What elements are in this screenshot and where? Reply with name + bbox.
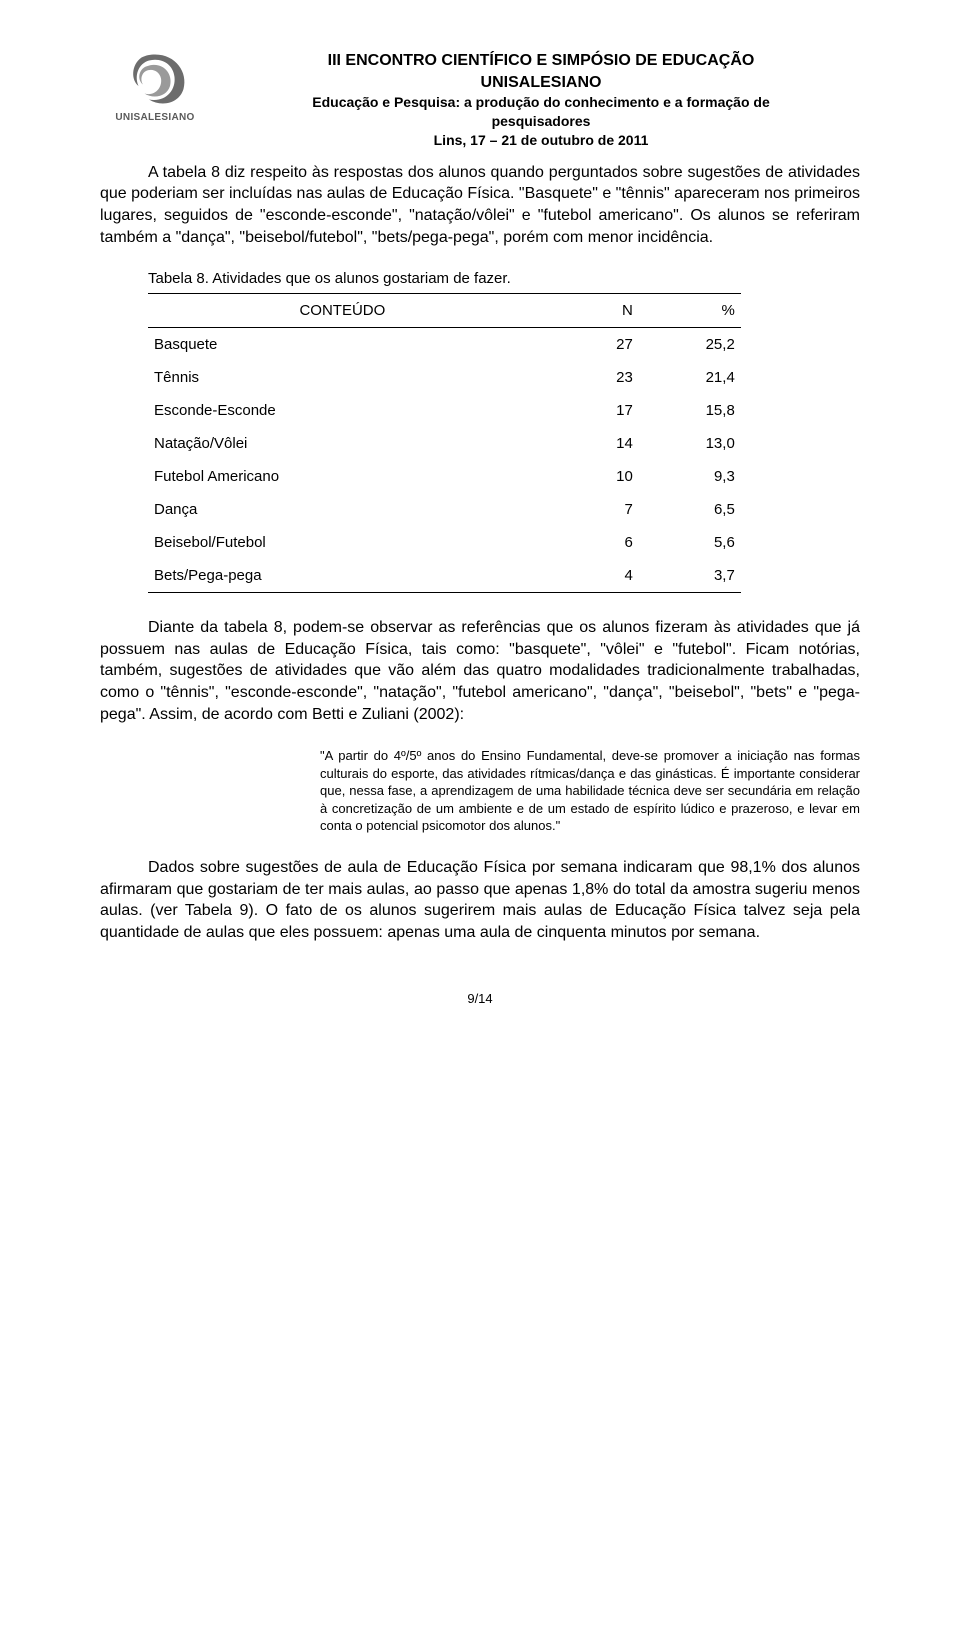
cell-pct: 5,6 (639, 526, 741, 559)
cell-n: 10 (537, 460, 639, 493)
cell-label: Tênnis (148, 361, 537, 394)
header-sub-line3: Lins, 17 – 21 de outubro de 2011 (222, 131, 860, 150)
cell-label: Beisebol/Futebol (148, 526, 537, 559)
cell-n: 4 (537, 559, 639, 593)
table-row: Tênnis 23 21,4 (148, 361, 741, 394)
cell-n: 7 (537, 493, 639, 526)
cell-pct: 3,7 (639, 559, 741, 593)
cell-pct: 21,4 (639, 361, 741, 394)
cell-label: Natação/Vôlei (148, 427, 537, 460)
table-row: Natação/Vôlei 14 13,0 (148, 427, 741, 460)
table-row: Dança 7 6,5 (148, 493, 741, 526)
table-row: Basquete 27 25,2 (148, 328, 741, 362)
logo-caption: UNISALESIANO (115, 112, 194, 123)
page: UNISALESIANO III ENCONTRO CIENTÍFICO E S… (0, 0, 960, 1046)
col-n: N (537, 294, 639, 328)
table8-caption: Tabela 8. Atividades que os alunos gosta… (100, 270, 860, 287)
cell-n: 27 (537, 328, 639, 362)
table-row: Esconde-Esconde 17 15,8 (148, 394, 741, 427)
cell-n: 14 (537, 427, 639, 460)
cell-n: 6 (537, 526, 639, 559)
cell-pct: 6,5 (639, 493, 741, 526)
page-number: 9/14 (100, 991, 860, 1006)
cell-pct: 9,3 (639, 460, 741, 493)
block-quote: "A partir do 4º/5º anos do Ensino Fundam… (320, 747, 860, 835)
paragraph-2: Diante da tabela 8, podem-se observar as… (100, 617, 860, 725)
col-conteudo: CONTEÚDO (148, 294, 537, 328)
header-title-line1: III ENCONTRO CIENTÍFICO E SIMPÓSIO DE ED… (222, 50, 860, 72)
paragraph-3: Dados sobre sugestões de aula de Educaçã… (100, 857, 860, 943)
cell-label: Futebol Americano (148, 460, 537, 493)
header-sub-line1: Educação e Pesquisa: a produção do conhe… (222, 93, 860, 112)
paragraph-1: A tabela 8 diz respeito às respostas dos… (100, 162, 860, 248)
header-title-line2: UNISALESIANO (222, 72, 860, 94)
cell-label: Basquete (148, 328, 537, 362)
table-row: Bets/Pega-pega 4 3,7 (148, 559, 741, 593)
unisalesiano-logo-icon (115, 50, 195, 110)
cell-pct: 25,2 (639, 328, 741, 362)
logo-block: UNISALESIANO (100, 50, 210, 123)
header-text: III ENCONTRO CIENTÍFICO E SIMPÓSIO DE ED… (222, 50, 860, 150)
table8: CONTEÚDO N % Basquete 27 25,2 Tênnis 23 … (148, 293, 741, 593)
cell-pct: 15,8 (639, 394, 741, 427)
cell-label: Esconde-Esconde (148, 394, 537, 427)
cell-label: Dança (148, 493, 537, 526)
table-header-row: CONTEÚDO N % (148, 294, 741, 328)
cell-pct: 13,0 (639, 427, 741, 460)
header-sub-line2: pesquisadores (222, 112, 860, 131)
table-row: Futebol Americano 10 9,3 (148, 460, 741, 493)
table-row: Beisebol/Futebol 6 5,6 (148, 526, 741, 559)
cell-n: 23 (537, 361, 639, 394)
col-percent: % (639, 294, 741, 328)
page-header: UNISALESIANO III ENCONTRO CIENTÍFICO E S… (100, 50, 860, 150)
cell-n: 17 (537, 394, 639, 427)
cell-label: Bets/Pega-pega (148, 559, 537, 593)
